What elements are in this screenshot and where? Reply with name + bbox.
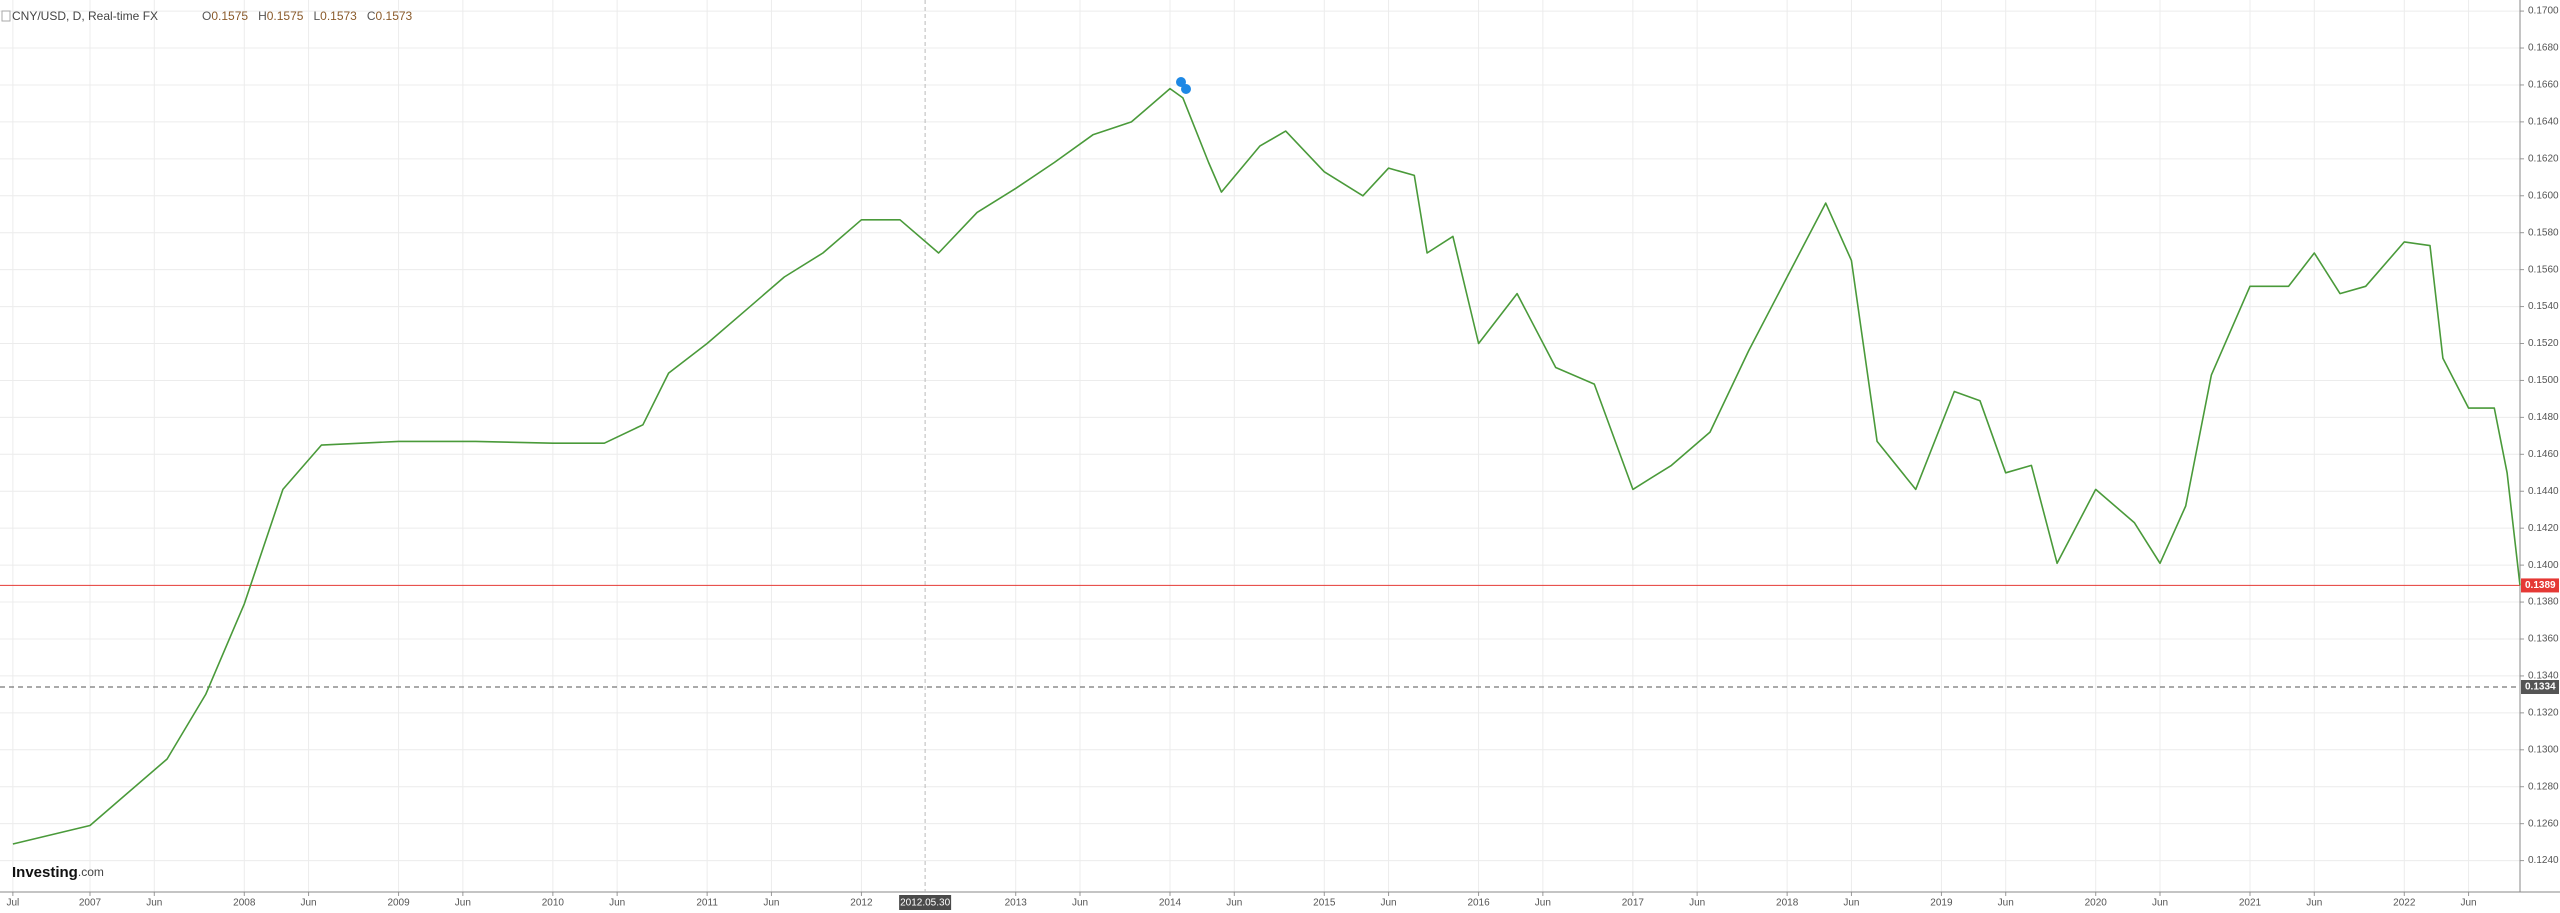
y-tick-label: 0.1320 <box>2528 708 2559 719</box>
price-tag <box>2521 680 2559 695</box>
x-tick-label: Jun <box>2152 898 2168 909</box>
chart-title: CNY/USD, D, Real-time FX <box>12 9 158 23</box>
x-tick-label: 2012 <box>850 898 873 909</box>
x-tick-label: 2011 <box>696 898 718 909</box>
x-tick-label: Jun <box>2461 898 2477 909</box>
y-tick-label: 0.1400 <box>2528 560 2559 571</box>
y-tick-label: 0.1380 <box>2528 597 2559 608</box>
header: CNY/USD, D, Real-time FX O0.1575 H0.1575 L0… <box>12 9 413 23</box>
y-tick-label: 0.1440 <box>2528 486 2559 497</box>
ohlc-value: 0.1573 <box>320 9 357 23</box>
ohlc-value: 0.1575 <box>267 9 304 23</box>
x-tick-label: Jun <box>1843 898 1859 909</box>
y-tick-label: 0.1660 <box>2528 80 2559 91</box>
ohlc-key: L <box>313 9 320 23</box>
event-marker <box>1176 77 1186 87</box>
x-tick-label: Jun <box>1689 898 1705 909</box>
x-tick-label: Jun <box>1226 898 1242 909</box>
x-tick-label: Jun <box>609 898 625 909</box>
x-tick-label: Jul <box>6 898 19 909</box>
x-tick-label: 2020 <box>2085 898 2108 909</box>
y-tick-label: 0.1580 <box>2528 227 2559 238</box>
price-tag-label: 0.1389 <box>2525 580 2556 591</box>
y-tick-label: 0.1520 <box>2528 338 2559 349</box>
y-tick-label: 0.1260 <box>2528 818 2559 829</box>
y-tick-label: 0.1500 <box>2528 375 2559 386</box>
x-tick-label: Jun <box>146 898 162 909</box>
x-tick-label: 2018 <box>1776 898 1799 909</box>
y-tick-label: 0.1640 <box>2528 117 2559 128</box>
price-tag-label: 0.1334 <box>2525 682 2556 693</box>
y-tick-label: 0.1420 <box>2528 523 2559 534</box>
y-tick-label: 0.1540 <box>2528 301 2559 312</box>
y-tick-label: 0.1700 <box>2528 6 2559 17</box>
x-tick-label: 2007 <box>79 898 102 909</box>
x-tick-label: 2016 <box>1467 898 1490 909</box>
x-tick-label: Jun <box>1381 898 1397 909</box>
y-tick-label: 0.1280 <box>2528 781 2559 792</box>
x-tick-label: 2010 <box>542 898 565 909</box>
x-tick-label: 2013 <box>1005 898 1028 909</box>
y-tick-label: 0.1340 <box>2528 671 2559 682</box>
ohlc-key: H <box>258 9 267 23</box>
x-tick-label: 2017 <box>1622 898 1645 909</box>
y-tick-label: 0.1360 <box>2528 634 2559 645</box>
watermark-suffix: .com <box>78 865 104 879</box>
y-tick-label: 0.1620 <box>2528 153 2559 164</box>
x-tick-label: 2014 <box>1159 898 1182 909</box>
y-tick-label: 0.1480 <box>2528 412 2559 423</box>
crosshair-label: 2012.05.30 <box>900 898 950 909</box>
ohlc-value: 0.1573 <box>376 9 413 23</box>
x-tick-label: Jun <box>763 898 779 909</box>
y-tick-label: 0.1240 <box>2528 855 2559 866</box>
x-tick-label: Jun <box>301 898 317 909</box>
x-tick-label: Jun <box>1535 898 1551 909</box>
event-marker <box>1181 84 1191 94</box>
watermark-name: Investing <box>12 864 78 881</box>
price-line-series <box>12 87 2521 845</box>
ohlc-key: C <box>367 9 376 23</box>
x-tick-label: Jun <box>1072 898 1088 909</box>
x-tick-label: Jun <box>2306 898 2322 909</box>
x-tick-label: Jun <box>455 898 471 909</box>
x-tick-label: 2021 <box>2239 898 2262 909</box>
x-tick-label: 2019 <box>1930 898 1953 909</box>
y-tick-label: 0.1600 <box>2528 190 2559 201</box>
ohlc-key: O <box>202 9 211 23</box>
y-tick-label: 0.1560 <box>2528 264 2559 275</box>
x-tick-label: 2008 <box>233 898 256 909</box>
header-icon <box>1 10 11 22</box>
ohlc-value: 0.1575 <box>211 9 248 23</box>
price-tag <box>2521 578 2559 593</box>
x-tick-label: 2022 <box>2393 898 2416 909</box>
y-tick-label: 0.1300 <box>2528 744 2559 755</box>
x-tick-label: Jun <box>1998 898 2014 909</box>
y-tick-label: 0.1460 <box>2528 449 2559 460</box>
x-tick-label: 2009 <box>387 898 410 909</box>
crosshair-label-bg <box>899 895 952 910</box>
y-tick-label: 0.1680 <box>2528 43 2559 54</box>
x-tick-label: 2015 <box>1313 898 1336 909</box>
watermark: Investing.com <box>12 864 104 881</box>
